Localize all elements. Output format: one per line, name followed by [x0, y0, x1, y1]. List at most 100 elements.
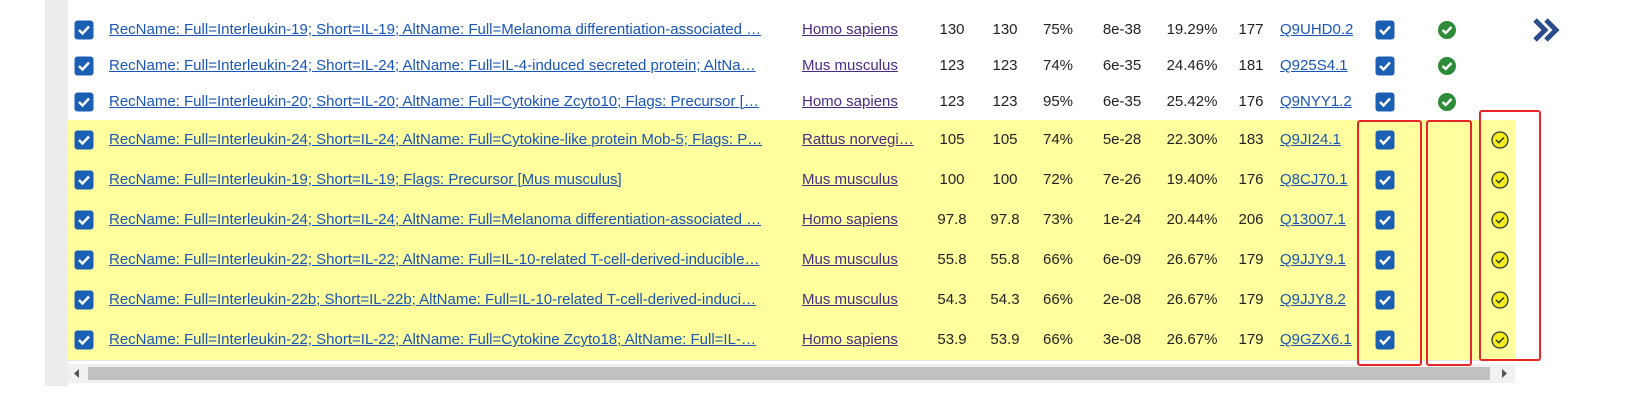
select-checkbox[interactable]	[1375, 250, 1395, 270]
query-cover: 66%	[1042, 251, 1074, 268]
status-icon	[1490, 330, 1510, 350]
row-checkbox[interactable]	[74, 290, 94, 310]
total-score: 53.9	[990, 331, 1020, 348]
accession-link[interactable]: Q9JJY8.2	[1280, 291, 1346, 308]
row-checkbox[interactable]	[74, 170, 94, 190]
e-value: 2e-08	[1102, 291, 1142, 308]
species-link[interactable]: Rattus norvegi…	[802, 131, 914, 148]
result-row: RecName: Full=Interleukin-22; Short=IL-2…	[68, 240, 1515, 281]
species-link[interactable]: Mus musculus	[802, 291, 898, 308]
max-score: 130	[939, 21, 965, 38]
per-ident: 26.67%	[1166, 331, 1218, 348]
query-cover: 75%	[1042, 21, 1074, 38]
query-cover: 66%	[1042, 331, 1074, 348]
select-checkbox[interactable]	[1375, 330, 1395, 350]
max-score: 123	[939, 93, 965, 110]
query-cover: 72%	[1042, 171, 1074, 188]
total-score: 97.8	[990, 211, 1020, 228]
total-score: 105	[992, 131, 1018, 148]
accession-link[interactable]: Q9JJY9.1	[1280, 251, 1346, 268]
accession-link[interactable]: Q8CJ70.1	[1280, 171, 1348, 188]
row-checkbox[interactable]	[74, 130, 94, 150]
per-ident: 26.67%	[1166, 251, 1218, 268]
status-icon	[1490, 210, 1510, 230]
scroll-right[interactable]	[1500, 369, 1508, 378]
species-link[interactable]: Homo sapiens	[802, 93, 898, 110]
e-value: 7e-26	[1102, 171, 1142, 188]
select-checkbox[interactable]	[1375, 290, 1395, 310]
row-checkbox[interactable]	[74, 20, 94, 40]
status-icon	[1490, 250, 1510, 270]
acc-len: 176	[1238, 171, 1264, 188]
query-cover: 74%	[1042, 131, 1074, 148]
row-checkbox[interactable]	[74, 56, 94, 76]
max-score: 100	[939, 171, 965, 188]
acc-len: 206	[1238, 211, 1264, 228]
side-band	[45, 0, 68, 386]
accession-link[interactable]: Q925S4.1	[1280, 57, 1348, 74]
result-row: RecName: Full=Interleukin-19; Short=IL-1…	[68, 12, 1515, 49]
select-checkbox[interactable]	[1375, 130, 1395, 150]
per-ident: 25.42%	[1166, 93, 1218, 110]
accession-link[interactable]: Q9GZX6.1	[1280, 331, 1352, 348]
max-score: 55.8	[937, 251, 967, 268]
accession-link[interactable]: Q9NYY1.2	[1280, 93, 1352, 110]
description-link[interactable]: RecName: Full=Interleukin-22; Short=IL-2…	[109, 251, 760, 268]
species-link[interactable]: Homo sapiens	[802, 211, 898, 228]
description-link[interactable]: RecName: Full=Interleukin-19; Short=IL-1…	[109, 171, 622, 188]
total-score: 100	[992, 171, 1018, 188]
select-checkbox[interactable]	[1375, 170, 1395, 190]
scroll-thumb[interactable]	[88, 367, 1490, 380]
scrollbar[interactable]	[68, 364, 1515, 383]
status-icon	[1437, 92, 1457, 112]
highlight-box	[1479, 110, 1541, 361]
total-score: 55.8	[990, 251, 1020, 268]
select-checkbox[interactable]	[1375, 56, 1395, 76]
e-value: 6e-35	[1102, 93, 1142, 110]
row-checkbox[interactable]	[74, 210, 94, 230]
row-checkbox[interactable]	[74, 250, 94, 270]
e-value: 5e-28	[1102, 131, 1142, 148]
select-checkbox[interactable]	[1375, 92, 1395, 112]
description-link[interactable]: RecName: Full=Interleukin-22b; Short=IL-…	[109, 291, 757, 308]
description-link[interactable]: RecName: Full=Interleukin-22; Short=IL-2…	[109, 331, 756, 348]
result-row: RecName: Full=Interleukin-24; Short=IL-2…	[68, 200, 1515, 241]
accession-link[interactable]: Q13007.1	[1280, 211, 1346, 228]
max-score: 97.8	[937, 211, 967, 228]
status-icon	[1490, 170, 1510, 190]
species-link[interactable]: Mus musculus	[802, 171, 898, 188]
select-checkbox[interactable]	[1375, 20, 1395, 40]
species-link[interactable]: Mus musculus	[802, 57, 898, 74]
acc-len: 181	[1238, 57, 1264, 74]
acc-len: 177	[1238, 21, 1264, 38]
total-score: 130	[992, 21, 1018, 38]
per-ident: 20.44%	[1166, 211, 1218, 228]
e-value: 6e-35	[1102, 57, 1142, 74]
description-link[interactable]: RecName: Full=Interleukin-20; Short=IL-2…	[109, 93, 759, 110]
accession-link[interactable]: Q9JI24.1	[1280, 131, 1341, 148]
max-score: 54.3	[937, 291, 967, 308]
scroll-left[interactable]	[73, 369, 81, 378]
species-link[interactable]: Mus musculus	[802, 251, 898, 268]
row-checkbox[interactable]	[74, 92, 94, 112]
accession-link[interactable]: Q9UHD0.2	[1280, 21, 1354, 38]
per-ident: 24.46%	[1166, 57, 1218, 74]
e-value: 3e-08	[1102, 331, 1142, 348]
max-score: 105	[939, 131, 965, 148]
description-link[interactable]: RecName: Full=Interleukin-24; Short=IL-2…	[109, 131, 763, 148]
acc-len: 179	[1238, 291, 1264, 308]
acc-len: 179	[1238, 331, 1264, 348]
description-link[interactable]: RecName: Full=Interleukin-24; Short=IL-2…	[109, 57, 756, 74]
description-link[interactable]: RecName: Full=Interleukin-19; Short=IL-1…	[109, 21, 762, 38]
species-link[interactable]: Homo sapiens	[802, 331, 898, 348]
row-checkbox[interactable]	[74, 330, 94, 350]
total-score: 123	[992, 93, 1018, 110]
result-row: RecName: Full=Interleukin-20; Short=IL-2…	[68, 84, 1515, 121]
query-cover: 95%	[1042, 93, 1074, 110]
result-row: RecName: Full=Interleukin-22b; Short=IL-…	[68, 280, 1515, 321]
expand-icon[interactable]	[1532, 18, 1562, 42]
description-link[interactable]: RecName: Full=Interleukin-24; Short=IL-2…	[109, 211, 762, 228]
species-link[interactable]: Homo sapiens	[802, 21, 898, 38]
e-value: 1e-24	[1102, 211, 1142, 228]
select-checkbox[interactable]	[1375, 210, 1395, 230]
